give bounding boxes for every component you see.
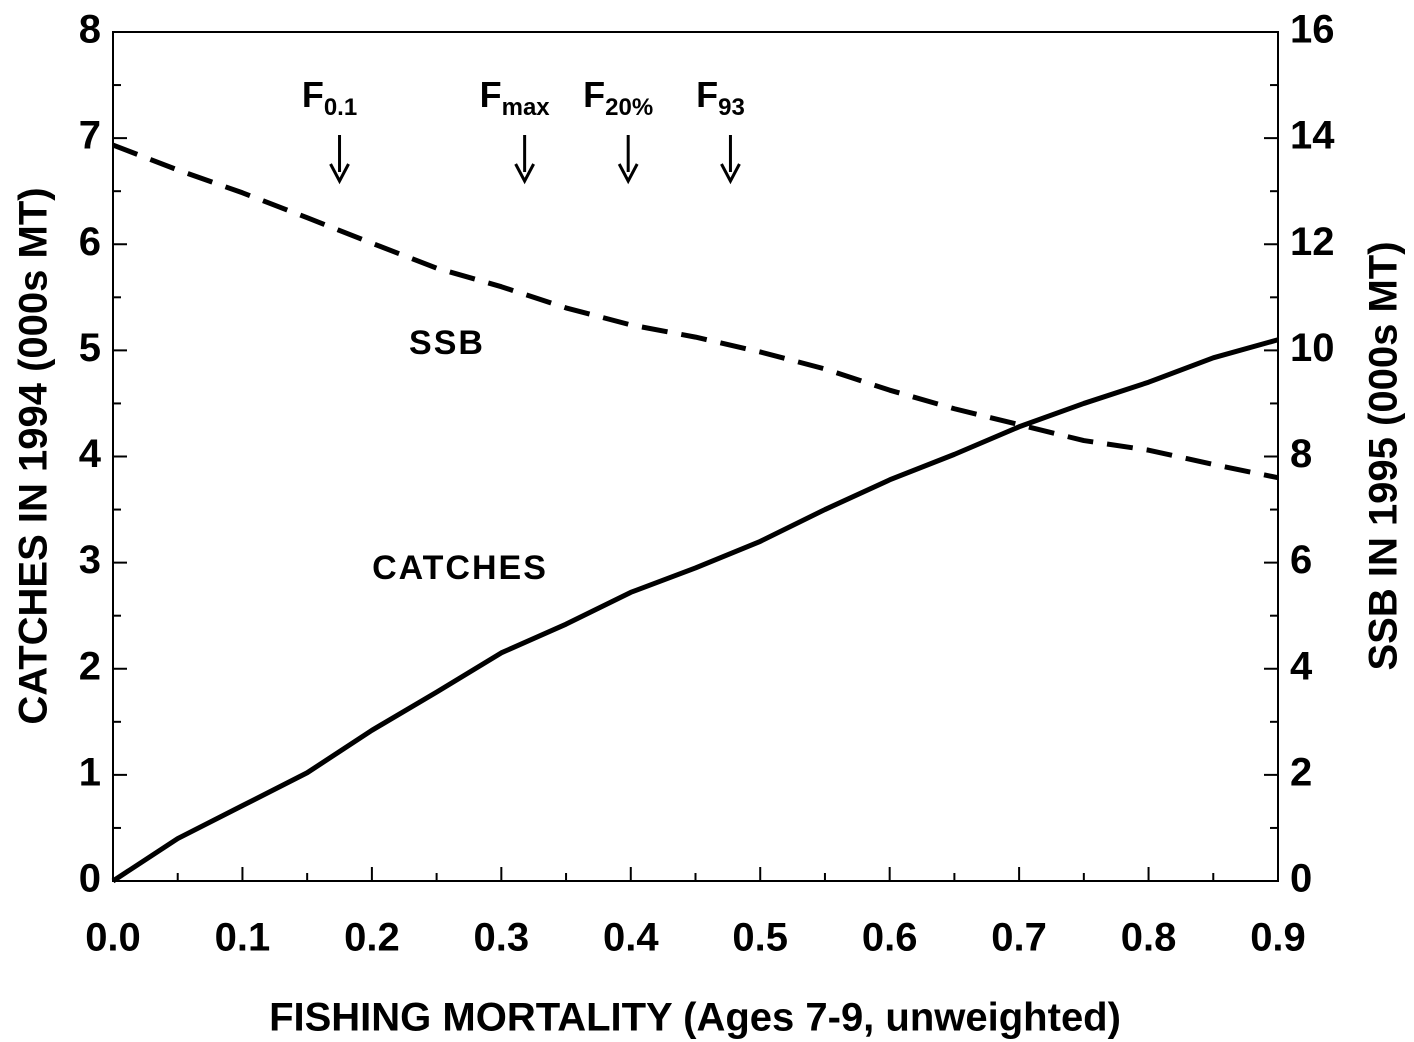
- annotation-sub: 93: [718, 94, 745, 121]
- series-label: CATCHES: [372, 549, 548, 587]
- plot-frame: [112, 31, 1279, 882]
- annotation-text: F: [480, 74, 502, 115]
- annotation: F93: [696, 74, 745, 122]
- y2-axis-title: SSB IN 1995 (000s MT): [1362, 241, 1406, 670]
- y2-tick-label: 0: [1290, 857, 1312, 901]
- y-tick-label: 5: [79, 326, 101, 370]
- series-label: SSB: [409, 324, 485, 362]
- y-tick-label: 0: [79, 857, 101, 901]
- x-tick-label: 0.9: [1250, 916, 1306, 960]
- y-tick-label: 1: [79, 750, 101, 794]
- annotation-text: F: [302, 74, 324, 115]
- x-tick-label: 0.0: [85, 916, 141, 960]
- x-tick-label: 0.3: [474, 916, 530, 960]
- x-tick-label: 0.4: [603, 916, 659, 960]
- y-tick-label: 6: [79, 220, 101, 264]
- y2-tick-label: 4: [1290, 644, 1313, 688]
- annotation-arrowhead: [720, 163, 741, 185]
- y2-tick-label: 10: [1290, 326, 1335, 370]
- y2-tick-label: 2: [1290, 750, 1312, 794]
- annotation-text: F: [696, 74, 718, 115]
- y-tick-label: 2: [79, 644, 101, 688]
- x-tick-label: 0.6: [862, 916, 918, 960]
- line: [112, 142, 1279, 481]
- x-tick-label: 0.7: [991, 916, 1047, 960]
- x-axis-title: FISHING MORTALITY (Ages 7-9, unweighted): [269, 996, 1121, 1040]
- x-tick-label: 0.1: [215, 916, 271, 960]
- annotation-arrowhead: [329, 163, 350, 185]
- x-tick-label: 0.8: [1121, 916, 1177, 960]
- annotation-sub: 20%: [605, 94, 653, 121]
- annotation-text: F: [583, 74, 605, 115]
- annotation: F20%: [583, 74, 653, 122]
- x-tick-label: 0.2: [344, 916, 400, 960]
- y2-tick-label: 16: [1290, 8, 1335, 52]
- annotation-arrowhead: [617, 163, 639, 185]
- y2-tick-label: 6: [1290, 538, 1312, 582]
- x-tick-label: 0.5: [732, 916, 788, 960]
- y-tick-label: 7: [79, 114, 101, 158]
- y2-tick-label: 14: [1290, 114, 1335, 158]
- y2-tick-label: 12: [1290, 220, 1335, 264]
- annotation-sub: max: [502, 94, 551, 121]
- annotation-sub: 0.1: [324, 94, 357, 121]
- y-axis-title: CATCHES IN 1994 (000s MT): [12, 187, 56, 724]
- annotation: F0.1: [302, 74, 357, 122]
- annotation: Fmax: [480, 74, 551, 122]
- line: [111, 337, 1279, 884]
- annotation-arrowhead: [514, 163, 535, 185]
- y-tick-label: 3: [79, 538, 101, 582]
- y2-tick-label: 8: [1290, 432, 1312, 476]
- y-tick-label: 8: [79, 8, 101, 52]
- y-tick-label: 4: [79, 432, 102, 476]
